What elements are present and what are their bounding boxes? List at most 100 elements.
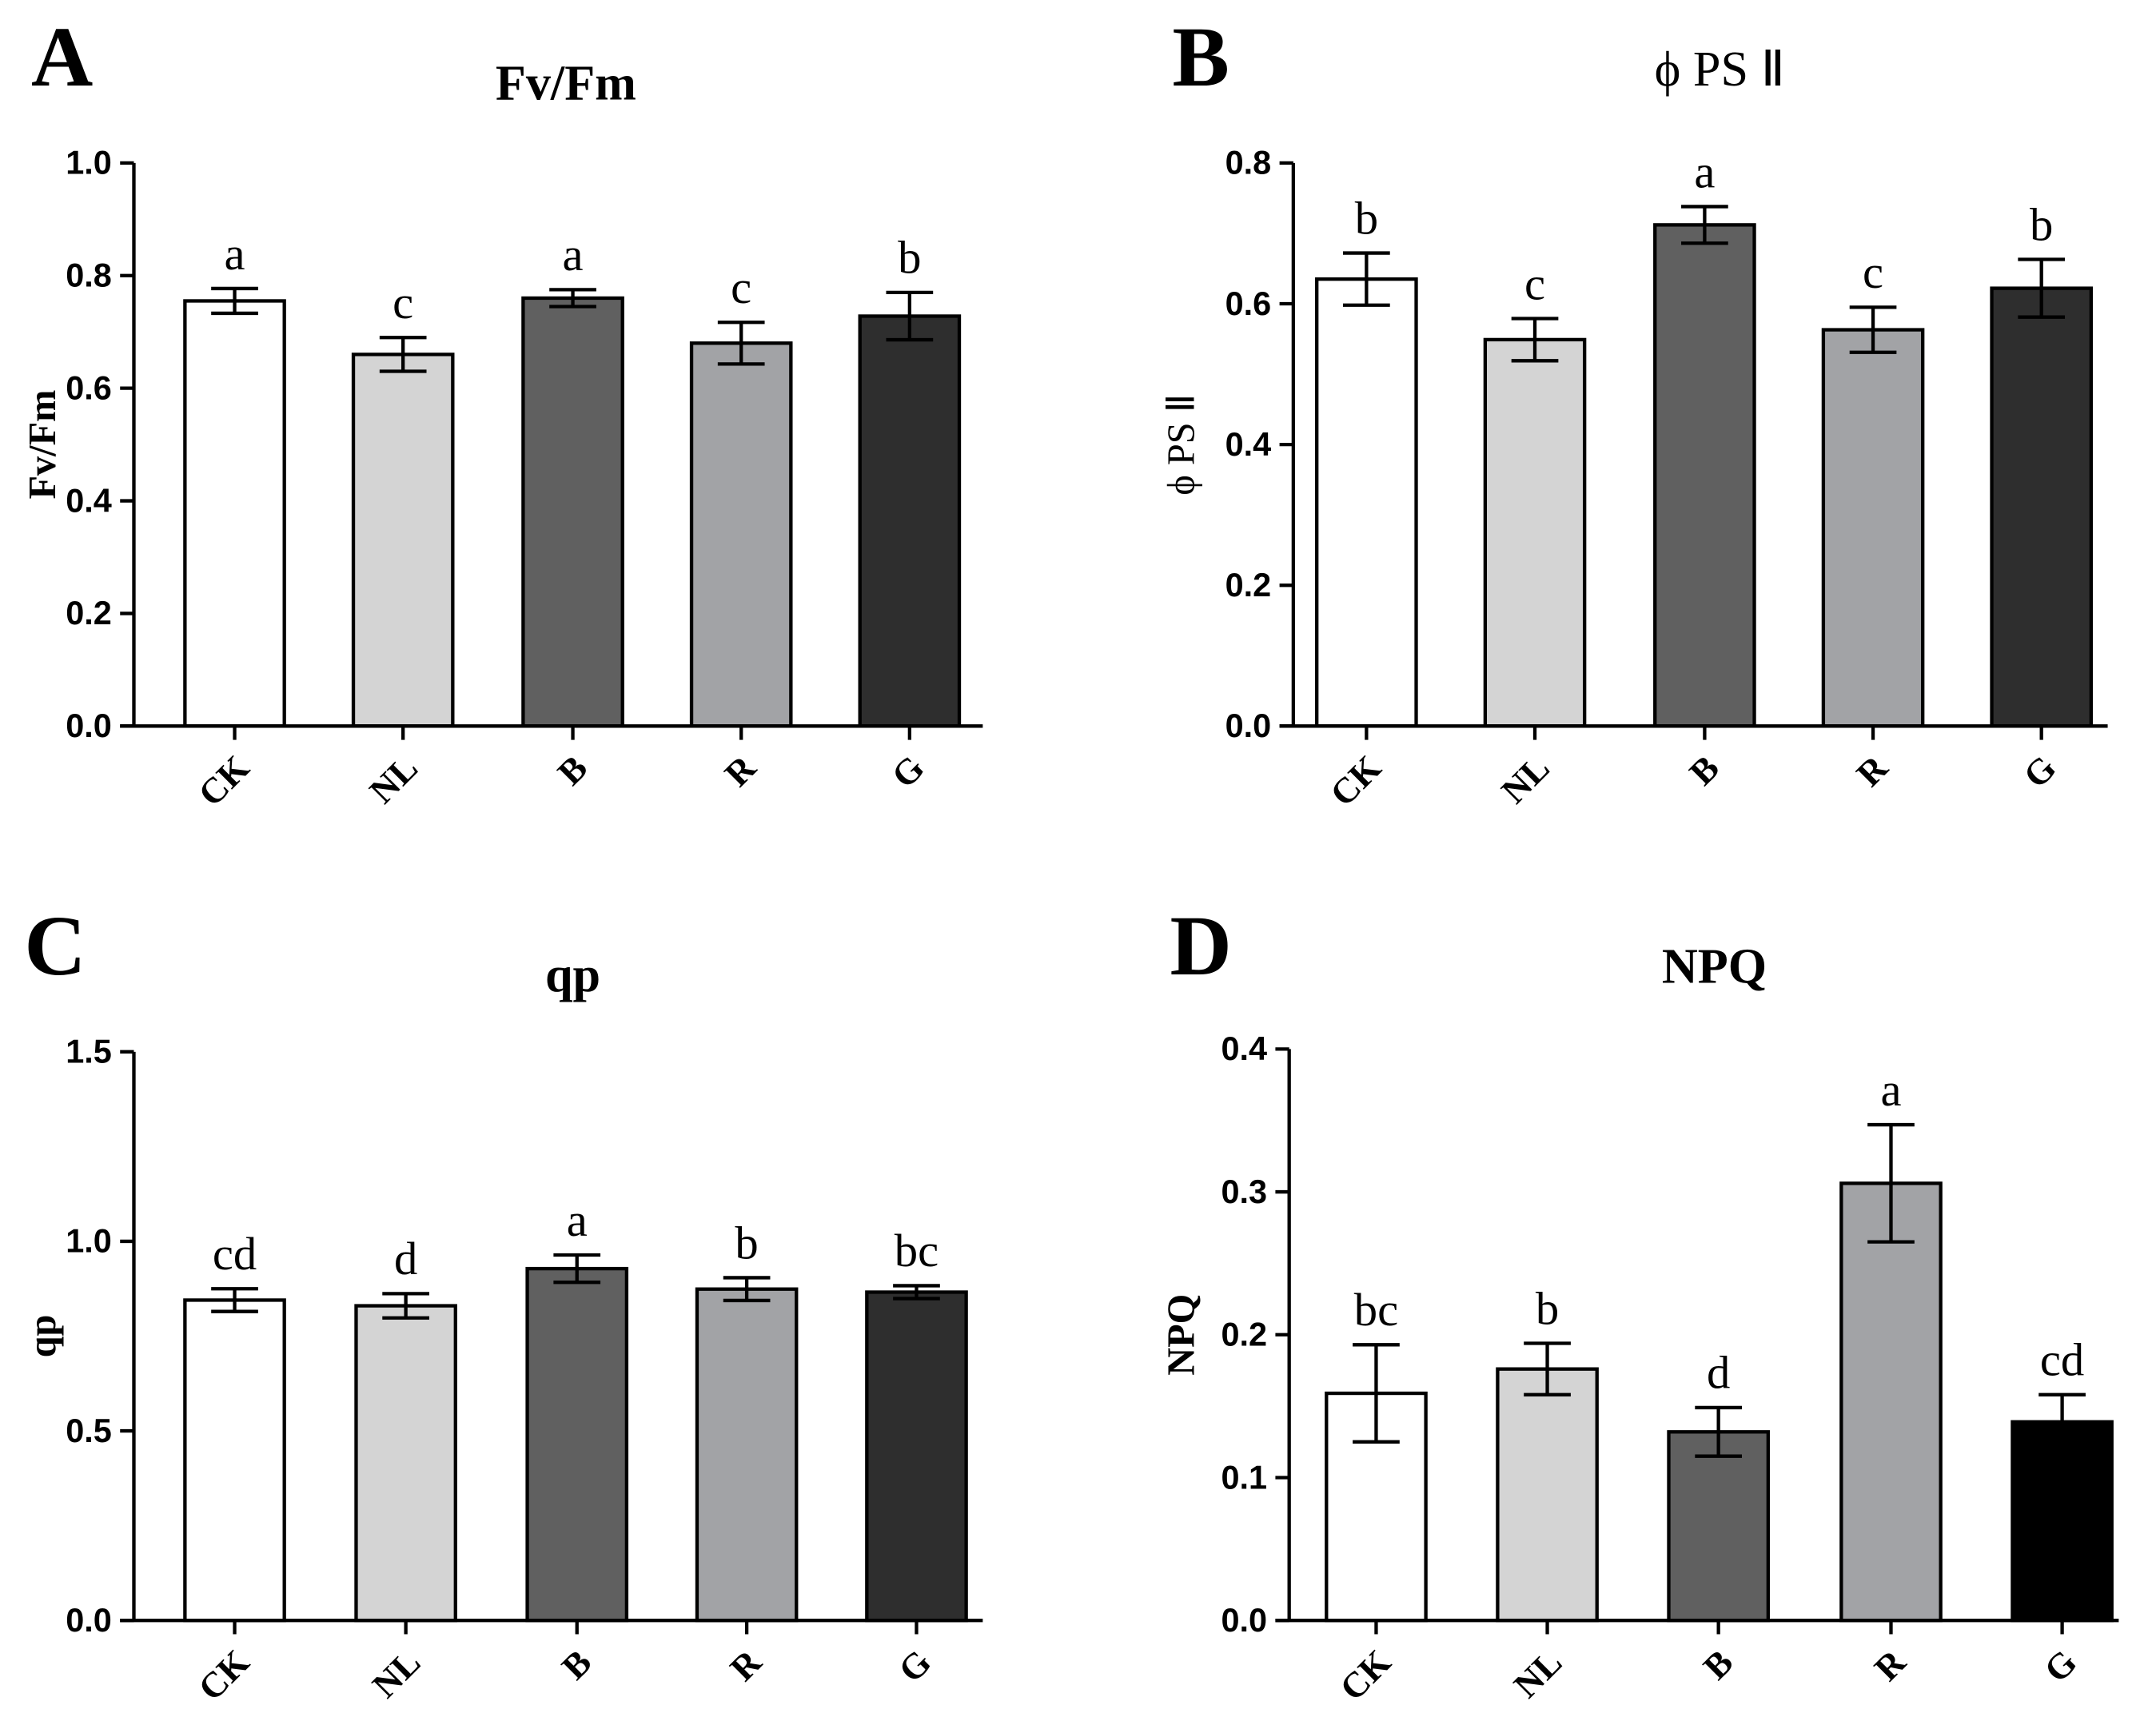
x-tick-label: B	[1682, 747, 1728, 793]
x-tick-label: G	[2036, 1642, 2084, 1690]
significance-label: d	[394, 1233, 417, 1285]
significance-label: a	[563, 229, 584, 281]
bar-B	[1667, 1430, 1770, 1623]
error-bar	[1681, 205, 1728, 245]
error-bar	[382, 1292, 429, 1320]
x-tick-label: G	[884, 747, 932, 795]
y-tick-label: 0.0	[1221, 1601, 1267, 1639]
panel-letter: A	[31, 10, 93, 105]
chart-title: qp	[545, 948, 600, 1002]
x-tick-label: B	[1696, 1642, 1741, 1687]
y-tick-label: 0.8	[66, 257, 112, 294]
x-tick-label: G	[891, 1642, 939, 1690]
error-bar	[553, 1253, 601, 1285]
x-tick-label: R	[717, 747, 764, 795]
y-tick-label: 0.0	[66, 1601, 112, 1639]
bar-G	[1990, 286, 2094, 728]
bar-B	[525, 1266, 629, 1623]
panel-D: D NPQ NPQ bc CK b NL d Ba Rcd G 0.0 0.1 0.2 0.3 0.4	[1161, 899, 2119, 1708]
bar-B	[1653, 223, 1756, 728]
x-tick-label: CK	[190, 1642, 257, 1708]
bar-CK	[1315, 277, 1418, 728]
bar-B	[521, 296, 624, 728]
error-bar	[1511, 317, 1559, 363]
error-bar	[893, 1284, 940, 1301]
y-tick-label: 0.2	[1225, 566, 1272, 604]
bar-R	[1839, 1181, 1943, 1623]
significance-label: a	[224, 228, 245, 280]
error-bar	[723, 1276, 771, 1303]
significance-label: cd	[2040, 1334, 2084, 1386]
bar-G	[865, 1290, 968, 1623]
significance-label: a	[1694, 145, 1715, 197]
y-tick-label: 0.4	[1221, 1030, 1267, 1067]
chart-title: NPQ	[1662, 939, 1767, 994]
bar-R	[695, 1287, 799, 1623]
bar-NL	[1496, 1367, 1599, 1623]
error-bar	[379, 336, 427, 373]
x-tick-label: G	[2015, 747, 2063, 795]
bar-NL	[1483, 337, 1587, 728]
panel-A: A Fv/Fm Fv/Fm a CK c NL a Bc Rb G 0.0 0.2 0.4 0.6 0.8 1.…	[22, 10, 983, 814]
significance-label: b	[735, 1217, 758, 1269]
significance-label: bc	[895, 1225, 939, 1277]
bar-NL	[351, 353, 455, 728]
bar-R	[689, 341, 793, 728]
y-tick-label: 0.4	[1225, 425, 1272, 463]
y-axis-label: ϕ PS Ⅱ	[1161, 394, 1203, 496]
bar-G	[2011, 1420, 2114, 1623]
y-tick-label: 0.2	[1221, 1316, 1267, 1353]
y-axis-label: Fv/Fm	[22, 390, 64, 500]
significance-label: c	[1863, 246, 1883, 298]
error-bar	[886, 290, 934, 342]
error-bar	[1695, 1405, 1743, 1458]
y-tick-label: 0.3	[1221, 1173, 1267, 1210]
significance-label: c	[393, 277, 413, 329]
x-tick-label: NL	[362, 747, 425, 811]
error-bar	[1524, 1341, 1571, 1396]
x-tick-label: CK	[1332, 1642, 1398, 1708]
bar-R	[1821, 328, 1925, 728]
x-tick-label: NL	[365, 1642, 428, 1705]
x-tick-label: NL	[1506, 1642, 1569, 1705]
significance-label: b	[1355, 192, 1378, 244]
error-bar	[211, 286, 258, 316]
bar-CK	[183, 299, 286, 728]
significance-label: b	[2030, 198, 2053, 250]
panel-letter: B	[1172, 10, 1229, 105]
panel-letter: C	[24, 899, 86, 994]
error-bar	[2018, 257, 2066, 319]
error-bar	[1867, 1122, 1915, 1244]
y-tick-label: 1.5	[66, 1033, 112, 1070]
significance-label: b	[898, 232, 921, 284]
y-axis-label: qp	[22, 1315, 64, 1358]
y-tick-label: 1.0	[66, 1222, 112, 1260]
y-axis-label: NPQ	[1161, 1294, 1203, 1376]
x-tick-label: B	[550, 747, 596, 793]
significance-label: cd	[213, 1228, 257, 1280]
y-tick-label: 0.6	[66, 368, 112, 406]
x-tick-label: NL	[1493, 747, 1556, 811]
significance-label: b	[1536, 1282, 1559, 1334]
x-tick-label: B	[554, 1642, 600, 1687]
x-tick-label: R	[723, 1642, 770, 1689]
significance-label: c	[731, 261, 751, 313]
bar-NL	[354, 1304, 457, 1623]
chart-title: ϕ PS Ⅱ	[1655, 42, 1785, 97]
significance-label: c	[1524, 257, 1545, 309]
bar-G	[858, 314, 962, 728]
error-bar	[717, 321, 765, 366]
y-tick-label: 0.2	[66, 594, 112, 631]
x-tick-label: CK	[190, 747, 257, 814]
error-bar	[211, 1287, 258, 1313]
y-tick-label: 0.1	[1221, 1458, 1267, 1496]
y-tick-label: 0.5	[66, 1412, 112, 1449]
y-tick-label: 0.4	[66, 481, 112, 519]
y-tick-label: 0.0	[1225, 707, 1272, 744]
y-tick-label: 0.8	[1225, 144, 1272, 181]
chart-title: Fv/Fm	[496, 56, 636, 110]
error-bar	[1343, 251, 1390, 307]
